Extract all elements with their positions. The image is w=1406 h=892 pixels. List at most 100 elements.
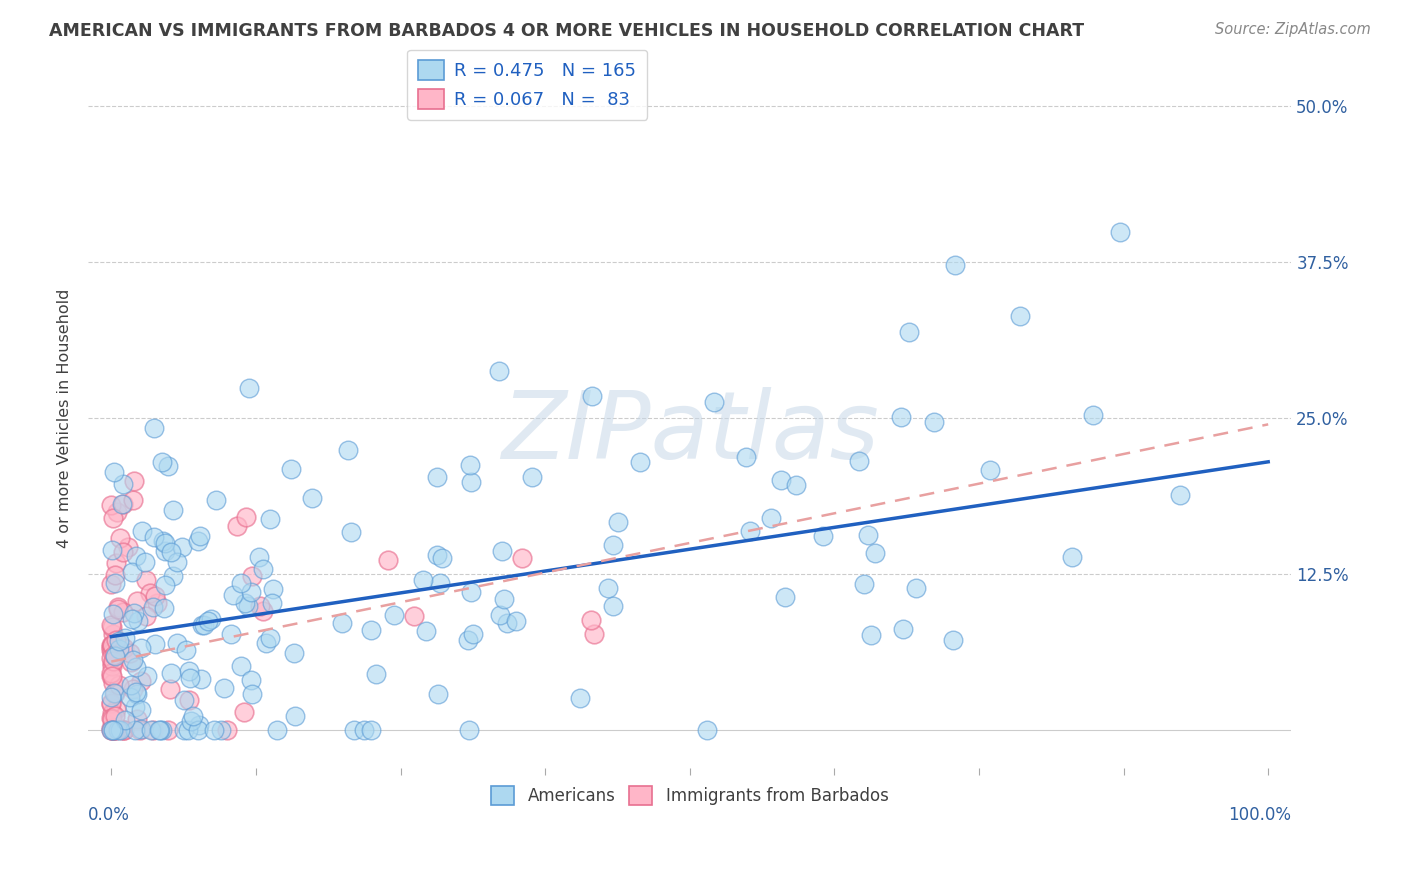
Point (139, 586, 162, 600)
Point (100, 665, 122, 680)
Point (107, 601, 129, 615)
Point (118, 690, 141, 704)
Point (111, 497, 134, 511)
Point (124, 723, 146, 738)
Point (125, 687, 148, 701)
Point (219, 627, 242, 641)
Point (166, 636, 188, 650)
Point (155, 578, 177, 592)
Point (179, 665, 201, 679)
Text: AMERICAN VS IMMIGRANTS FROM BARBADOS 4 OR MORE VEHICLES IN HOUSEHOLD CORRELATION: AMERICAN VS IMMIGRANTS FROM BARBADOS 4 O… (49, 22, 1084, 40)
Point (187, 723, 209, 738)
Point (231, 576, 253, 591)
Point (233, 595, 256, 609)
Point (104, 633, 127, 648)
Point (460, 585, 482, 599)
Point (1109, 226, 1132, 240)
Point (259, 631, 281, 645)
Point (111, 496, 134, 510)
Point (127, 614, 149, 628)
Point (155, 544, 177, 558)
Point (112, 723, 135, 738)
Point (280, 462, 302, 476)
Point (429, 575, 451, 590)
Point (853, 577, 876, 591)
Point (124, 660, 146, 674)
Point (458, 458, 481, 473)
Point (100, 697, 122, 711)
Point (100, 659, 122, 673)
Point (104, 709, 127, 723)
Point (249, 599, 271, 614)
Point (602, 538, 624, 552)
Point (943, 259, 966, 273)
Point (239, 585, 262, 599)
Point (181, 709, 204, 723)
Point (112, 605, 135, 619)
Point (103, 685, 125, 699)
Point (488, 364, 510, 378)
Point (891, 622, 914, 636)
Point (120, 646, 142, 660)
Point (135, 669, 157, 683)
Point (110, 723, 132, 738)
Point (100, 723, 122, 738)
Point (942, 632, 965, 647)
Point (160, 545, 183, 559)
Point (761, 511, 783, 525)
Point (112, 476, 135, 491)
Point (100, 577, 122, 591)
Point (602, 599, 624, 613)
Point (103, 655, 125, 669)
Text: Source: ZipAtlas.com: Source: ZipAtlas.com (1215, 22, 1371, 37)
Point (134, 555, 156, 569)
Point (252, 603, 274, 617)
Point (143, 530, 166, 544)
Point (104, 568, 127, 582)
Point (607, 516, 630, 530)
Point (143, 421, 166, 435)
Point (111, 545, 134, 559)
Point (101, 723, 124, 738)
Point (103, 607, 125, 621)
Point (156, 723, 179, 738)
Point (100, 645, 122, 659)
Point (129, 723, 152, 737)
Point (191, 618, 214, 632)
Point (412, 573, 434, 587)
Point (100, 640, 122, 654)
Point (284, 708, 307, 723)
Point (100, 697, 122, 711)
Point (343, 723, 366, 738)
Point (107, 599, 129, 614)
Point (100, 543, 122, 558)
Point (101, 639, 124, 653)
Point (101, 712, 124, 726)
Point (101, 510, 124, 524)
Point (117, 540, 139, 554)
Point (103, 676, 125, 690)
Point (402, 609, 425, 624)
Point (103, 723, 125, 738)
Point (426, 687, 449, 701)
Point (162, 503, 184, 517)
Point (696, 723, 718, 738)
Point (569, 690, 592, 705)
Point (384, 607, 406, 622)
Point (100, 706, 122, 720)
Point (859, 628, 882, 642)
Point (122, 607, 145, 621)
Point (120, 655, 142, 669)
Point (152, 534, 174, 549)
Point (520, 469, 543, 483)
Point (100, 723, 122, 738)
Point (426, 548, 449, 562)
Point (773, 590, 796, 604)
Point (222, 588, 245, 602)
Point (238, 381, 260, 395)
Point (415, 624, 437, 639)
Point (581, 388, 603, 402)
Point (495, 615, 517, 630)
Point (166, 555, 188, 569)
Point (101, 723, 124, 738)
